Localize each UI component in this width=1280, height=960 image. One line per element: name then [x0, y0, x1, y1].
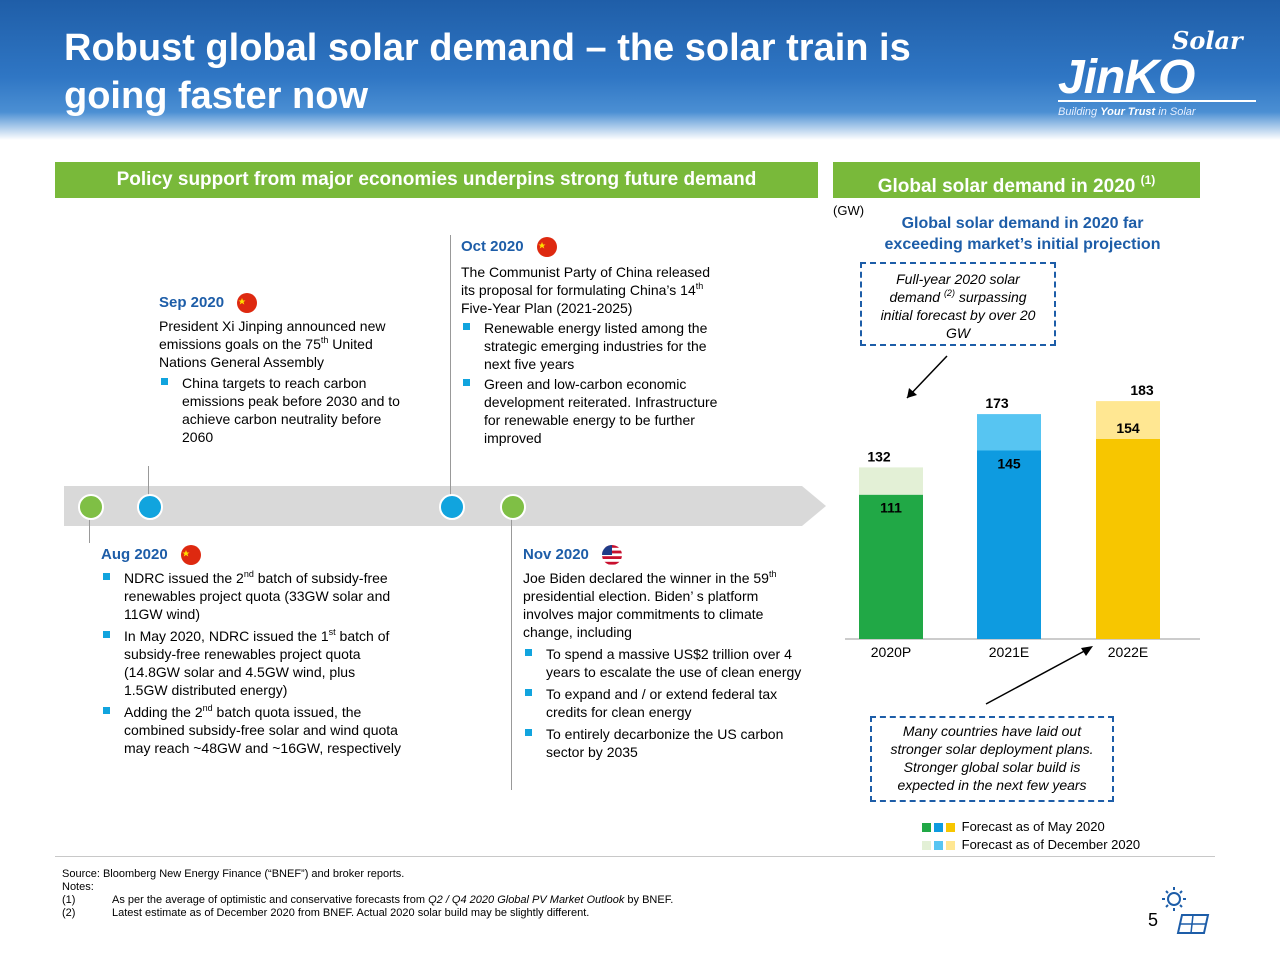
data-label-total: 173	[985, 395, 1009, 411]
bar-may-2021E	[977, 450, 1041, 639]
event-nov-2020: Nov 2020 Joe Biden declared the winner i…	[523, 545, 803, 761]
bar-may-2022E	[1096, 438, 1160, 639]
solar-panel-icon	[1162, 887, 1210, 934]
usa-flag-icon	[602, 545, 623, 565]
timeline-connector	[89, 505, 90, 543]
data-label-may: 154	[1116, 420, 1140, 436]
china-flag-icon	[237, 293, 258, 313]
timeline-dot-sep	[137, 494, 163, 520]
page-number: 5	[1148, 910, 1159, 930]
list-item: To expand and / or extend federal tax cr…	[523, 685, 803, 721]
list-item: China targets to reach carbon emissions …	[159, 374, 409, 446]
china-flag-icon	[180, 545, 201, 565]
timeline-connector	[511, 505, 512, 790]
event-description: President Xi Jinping announced new emiss…	[159, 318, 386, 370]
china-flag-icon	[536, 237, 557, 257]
footer-divider	[55, 856, 1215, 857]
demand-section-header: Global solar demand in 2020 (1)	[833, 162, 1200, 198]
x-tick-label: 2021E	[989, 644, 1029, 660]
bar-may-2020P	[859, 494, 923, 639]
event-oct-2020: Oct 2020 The Communist Party of China re…	[461, 237, 723, 447]
list-item: To spend a massive US$2 trillion over 4 …	[523, 645, 803, 681]
data-label-may: 111	[880, 500, 902, 516]
legend-item-may: Forecast as of May 2020	[922, 818, 1140, 836]
event-date: Sep 2020	[159, 293, 225, 311]
event-description: Joe Biden declared the winner in the 59t…	[523, 569, 777, 641]
list-item: To entirely decarbonize the US carbon se…	[523, 725, 803, 761]
header-banner	[0, 0, 1280, 140]
policy-section-header: Policy support from major economies unde…	[55, 162, 818, 198]
bar-dec-2022E	[1096, 401, 1160, 439]
event-description: The Communist Party of China released it…	[461, 264, 710, 316]
event-date: Aug 2020	[101, 545, 168, 563]
event-date: Oct 2020	[461, 237, 524, 255]
logo-divider	[1058, 100, 1256, 102]
callout-arrow-bottom	[985, 646, 1093, 705]
legend-item-dec: Forecast as of December 2020	[922, 836, 1140, 854]
list-item: In May 2020, NDRC issued the 1st batch o…	[101, 627, 401, 699]
timeline-connector	[148, 466, 149, 504]
logo-wordmark: JinKO	[1058, 51, 1195, 104]
arrow-head-icon	[907, 388, 917, 398]
demand-bar-chart: 111 132 2020P 145 173 2021E 154 183 2022E	[845, 355, 1200, 660]
timeline-connector	[450, 235, 451, 505]
bar-dec-2020P	[859, 467, 923, 495]
page-title: Robust global solar demand – the solar t…	[64, 27, 911, 117]
x-tick-label: 2020P	[871, 644, 911, 660]
data-label-may: 145	[997, 456, 1021, 472]
x-tick-label: 2022E	[1108, 644, 1148, 660]
timeline-dot-oct	[439, 494, 465, 520]
data-label-total: 132	[867, 448, 891, 464]
list-item: Green and low-carbon economic developmen…	[461, 375, 723, 447]
event-date: Nov 2020	[523, 545, 589, 563]
event-aug-2020: Aug 2020 NDRC issued the 2nd batch of su…	[101, 545, 401, 757]
data-label-total: 183	[1130, 382, 1154, 398]
bar-dec-2021E	[977, 414, 1041, 451]
callout-bottom: Many countries have laid out stronger so…	[870, 716, 1114, 802]
list-item: Renewable energy listed among the strate…	[461, 319, 723, 373]
chart-title: Global solar demand in 2020 far exceeding…	[884, 215, 1161, 253]
event-sep-2020: Sep 2020 President Xi Jinping announced …	[159, 293, 409, 446]
arrow-head-icon	[1081, 646, 1093, 656]
callout-arrow-top	[906, 355, 948, 399]
timeline-dot-aug	[78, 494, 104, 520]
list-item: Adding the 2nd batch quota issued, the c…	[101, 703, 401, 757]
callout-top: Full-year 2020 solar demand (2) surpassi…	[860, 262, 1056, 346]
source-notes: Source: Bloomberg New Energy Finance (“B…	[62, 868, 674, 919]
list-item: NDRC issued the 2nd batch of subsidy-fre…	[101, 569, 401, 623]
chart-unit-label: (GW)	[833, 203, 865, 218]
logo-script-text: Solar	[1172, 26, 1243, 55]
chart-legend: Forecast as of May 2020 Forecast as of D…	[922, 818, 1140, 854]
timeline-dot-nov	[500, 494, 526, 520]
logo-tagline: Building Your Trust in Solar	[1058, 106, 1196, 118]
